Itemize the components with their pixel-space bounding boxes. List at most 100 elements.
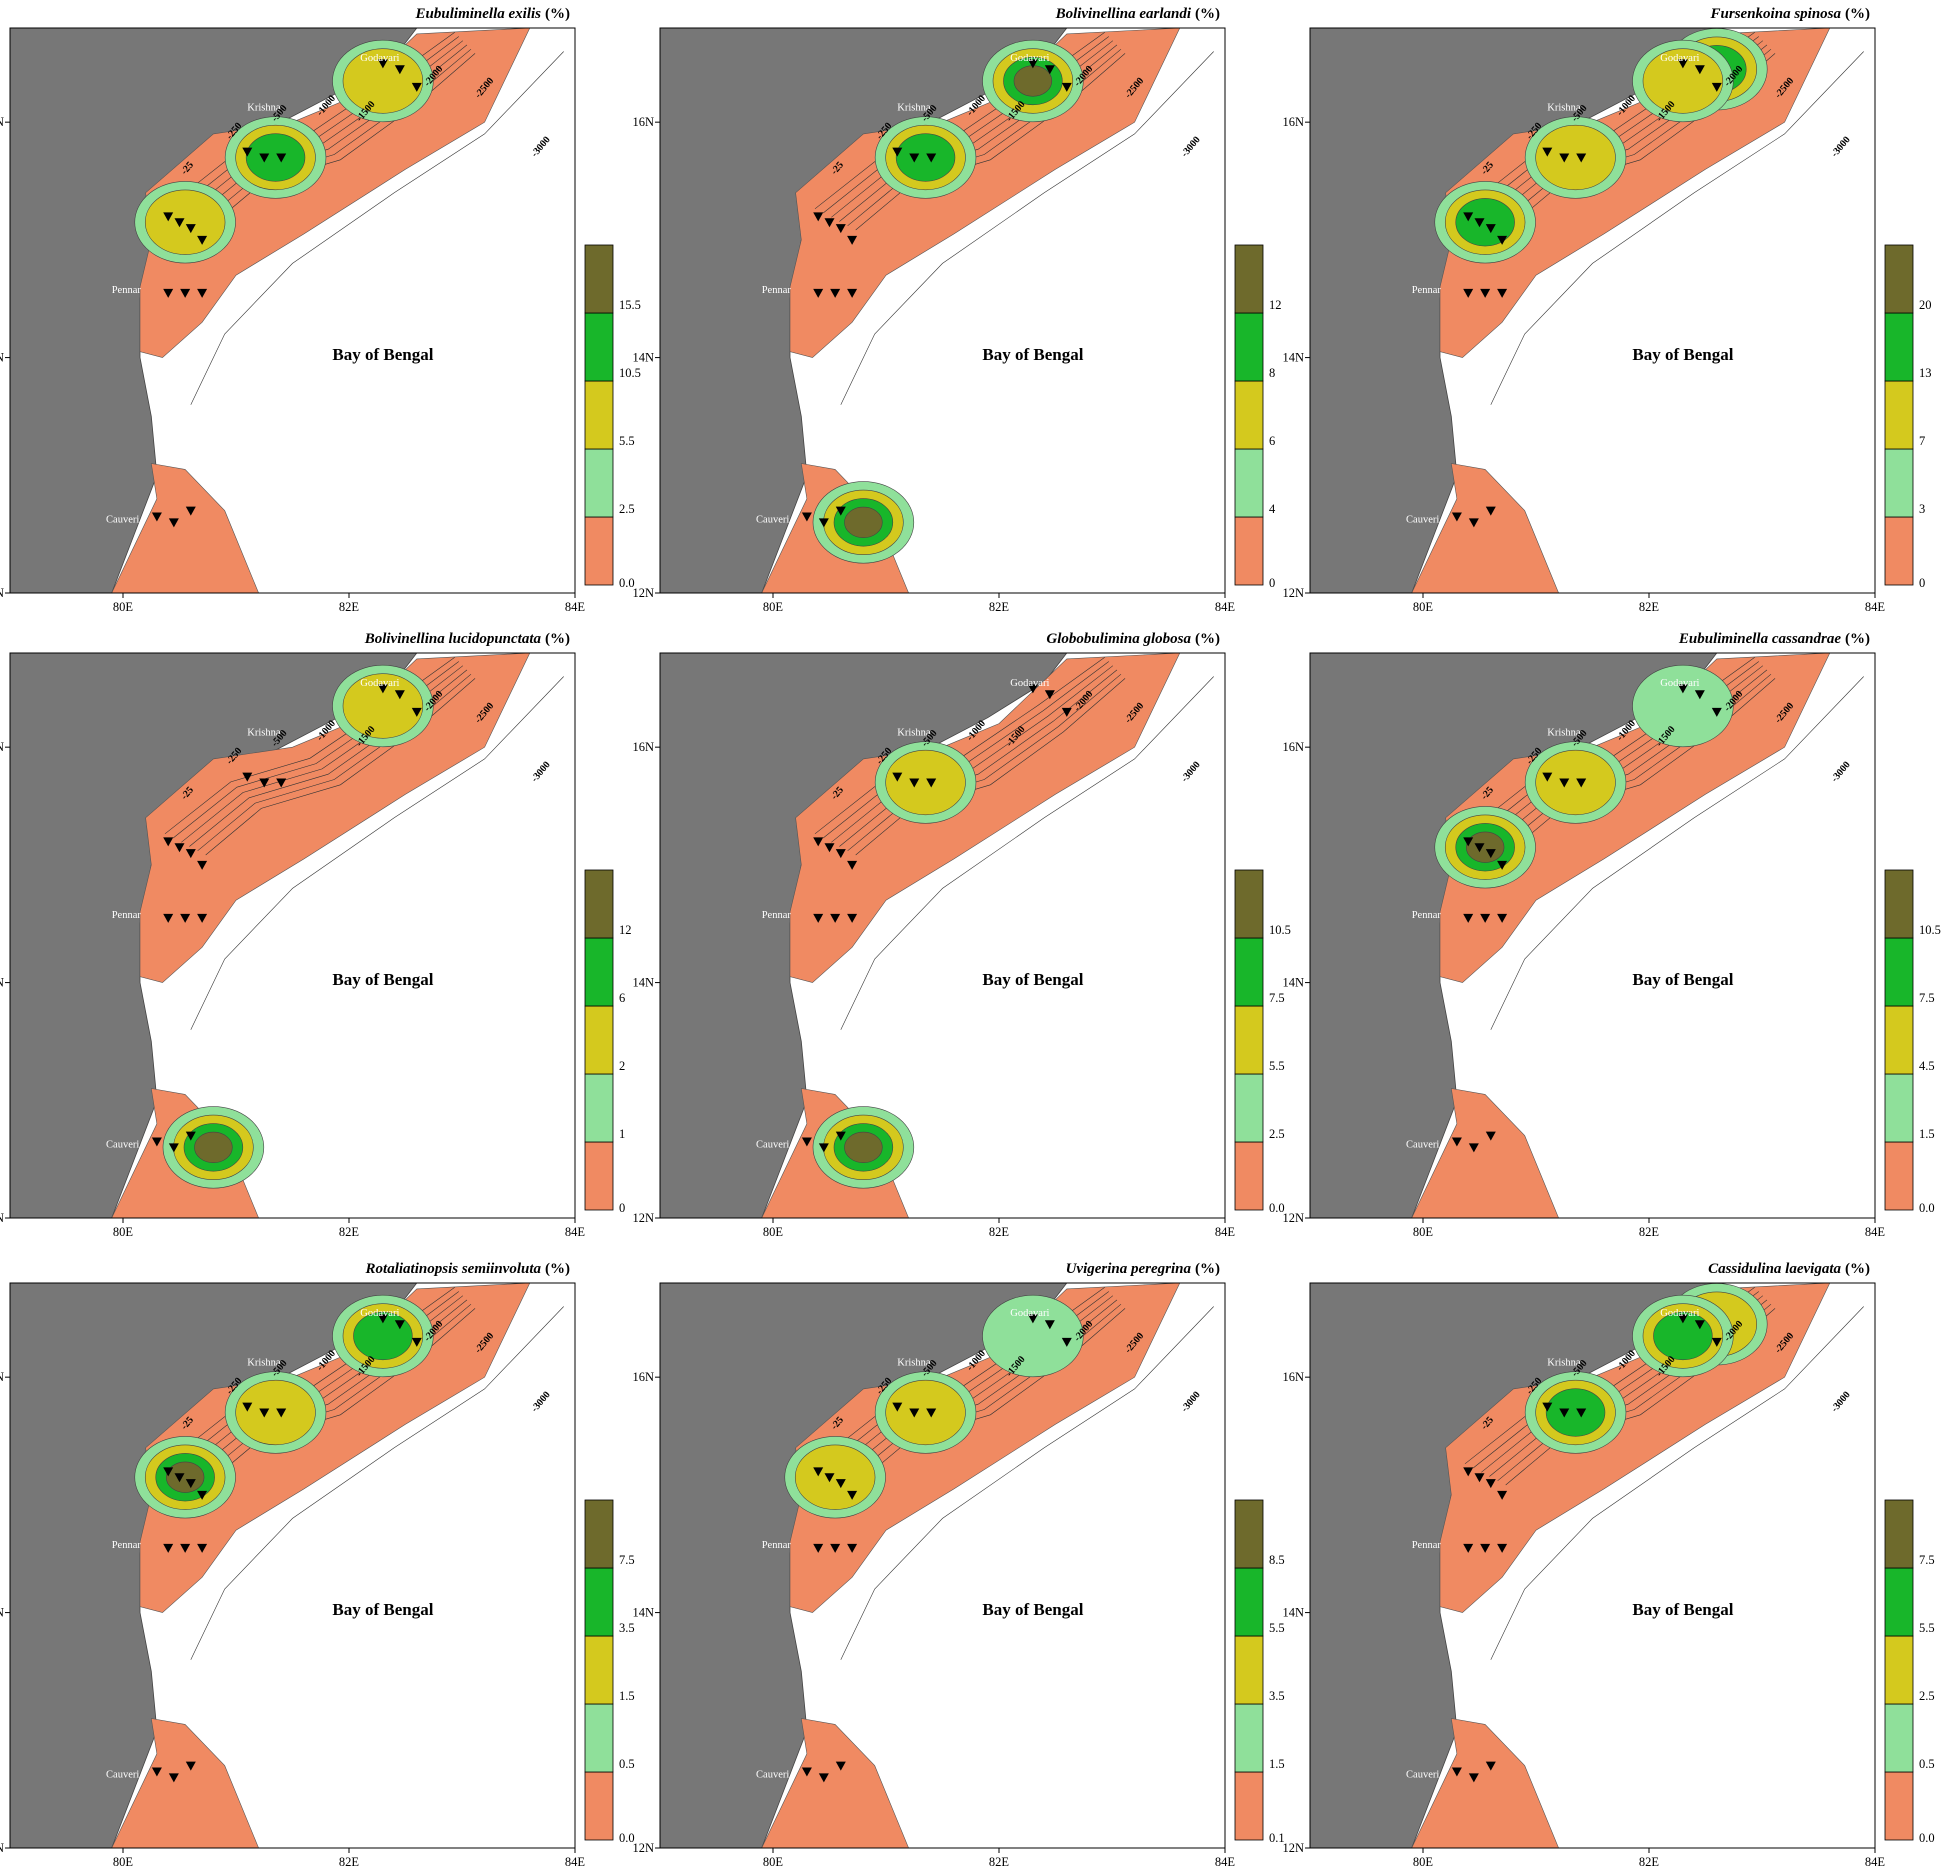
concentration-contour (342, 48, 424, 114)
map-frame (1309, 1282, 1876, 1849)
map-svg: Eubuliminella exilis (%) Godavari Krishna Pe… (0, 6, 641, 614)
sample-station-marker (1559, 778, 1570, 788)
species-name: Bolivinellina earlandi (1055, 6, 1192, 22)
concentration-contour (1535, 749, 1616, 816)
sample-station-marker (1463, 1467, 1474, 1477)
map-panel: Globobulimina globosa (%) Godavari Krishna P… (632, 625, 1290, 1239)
sample-station-marker (1027, 684, 1038, 694)
legend-label: 1.5 (1269, 1757, 1285, 1771)
river-label: Pennar (112, 285, 142, 296)
map-svg: Rotaliatinopsis semiinvoluta (%) Godavari K… (0, 1261, 635, 1869)
legend-swatch (1234, 937, 1264, 1007)
legend-label: 5.5 (1269, 1621, 1285, 1635)
legend-label: 15.5 (619, 298, 641, 312)
contour-region-base-south (1411, 1088, 1559, 1218)
legend-swatch (1884, 448, 1914, 518)
sample-station-marker (1485, 1761, 1496, 1771)
legend-label: 3.5 (619, 1621, 635, 1635)
sample-station-marker (151, 1137, 162, 1147)
sample-station-marker (394, 690, 405, 700)
sample-station-marker (1497, 288, 1508, 298)
panel-title: Uvigerina peregrina (%) (1066, 1261, 1220, 1277)
sample-station-marker (185, 224, 196, 234)
map-svg: Bolivinellina earlandi (%) Godavari Krishna… (632, 6, 1281, 614)
sample-station-marker (1451, 1767, 1462, 1777)
place-label-bay-of-bengal: Bay of Bengal (982, 1600, 1083, 1619)
bathymetry-contour (205, 53, 476, 231)
legend-label: 8 (1269, 366, 1275, 380)
legend-label: 3 (1919, 502, 1925, 516)
map-panel: Bolivinellina lucidopunctata (%) Godavari K… (0, 625, 632, 1239)
legend-swatch (584, 1703, 614, 1773)
title-unit: (%) (1195, 1261, 1220, 1277)
sample-station-marker (892, 772, 903, 782)
sample-station-marker (830, 913, 841, 923)
sample-station-marker (1463, 913, 1474, 923)
river-label: Pennar (1412, 1540, 1442, 1551)
river-label: Krishna (897, 102, 931, 113)
legend-label: 7.5 (1919, 1553, 1935, 1567)
sample-station-marker (1497, 235, 1508, 245)
sample-station-marker (1485, 1479, 1496, 1489)
concentration-contour (1455, 198, 1515, 247)
sample-station-marker (377, 1314, 388, 1324)
sample-station-marker (1463, 837, 1474, 847)
sample-station-marker (926, 778, 937, 788)
legend-label: 5.5 (1919, 1621, 1935, 1635)
legend-label: 4.5 (1919, 1059, 1935, 1073)
legend-swatch (584, 937, 614, 1007)
sample-station-marker (411, 82, 422, 92)
sample-station-marker (259, 778, 270, 788)
x-tick-label: 84E (1865, 1225, 1886, 1239)
sample-station-marker (411, 1337, 422, 1347)
bathymetry-contour (839, 669, 1118, 847)
river-label: Pennar (762, 285, 792, 296)
map-frame (659, 652, 1226, 1219)
map-svg: Uvigerina peregrina (%) Godavari Krishna Pen… (632, 1261, 1284, 1869)
sample-station-marker (830, 1543, 841, 1553)
concentration-contour (1465, 831, 1505, 863)
x-tick-label: 84E (1865, 600, 1886, 614)
title-unit: (%) (545, 631, 570, 647)
sample-station-marker (163, 288, 174, 298)
bathymetry-contour (855, 53, 1126, 231)
legend-swatch (584, 1771, 614, 1841)
sample-station-marker (1542, 1402, 1553, 1412)
sample-station-marker (801, 1137, 812, 1147)
legend-label: 0 (1269, 576, 1275, 590)
panel-title: Rotaliatinopsis semiinvoluta (%) (365, 1261, 570, 1277)
sample-station-marker (180, 288, 191, 298)
concentration-contour (165, 1461, 205, 1493)
legend-label: 0 (1919, 576, 1925, 590)
legend-swatch (1884, 1703, 1914, 1773)
sample-station-marker (185, 506, 196, 516)
sample-station-marker (151, 1767, 162, 1777)
legend-swatch (1234, 1703, 1264, 1773)
river-label: Pennar (1412, 285, 1442, 296)
contour-region-base-north (789, 28, 1181, 358)
legend-swatch (584, 380, 614, 450)
species-name: Fursenkoina spinosa (1710, 6, 1842, 22)
contour-region-base-north (1439, 28, 1831, 358)
sample-station-marker (174, 218, 185, 228)
bathymetry-contour (840, 676, 1214, 1030)
map-panel: Fursenkoina spinosa (%) Godavari Krishna Pen… (1282, 0, 1932, 614)
river-label: Cauveri (1406, 1769, 1439, 1780)
legend-label: 1 (619, 1127, 625, 1141)
bathymetry-contour (190, 51, 564, 405)
sample-station-marker (197, 913, 208, 923)
sample-station-marker (909, 1408, 920, 1418)
y-tick-label: 14N (632, 1606, 654, 1620)
legend-swatch (1234, 244, 1264, 314)
x-tick-label: 84E (1215, 600, 1236, 614)
x-tick-label: 80E (113, 1225, 134, 1239)
x-tick-label: 82E (989, 1855, 1010, 1869)
legend-label: 10.5 (1919, 923, 1941, 937)
legend-label: 13 (1919, 366, 1932, 380)
y-tick-label: 16N (0, 740, 4, 754)
legend-swatch (584, 1499, 614, 1569)
river-label: Cauveri (756, 514, 789, 525)
map-frame (9, 1282, 576, 1849)
x-tick-label: 82E (989, 1225, 1010, 1239)
